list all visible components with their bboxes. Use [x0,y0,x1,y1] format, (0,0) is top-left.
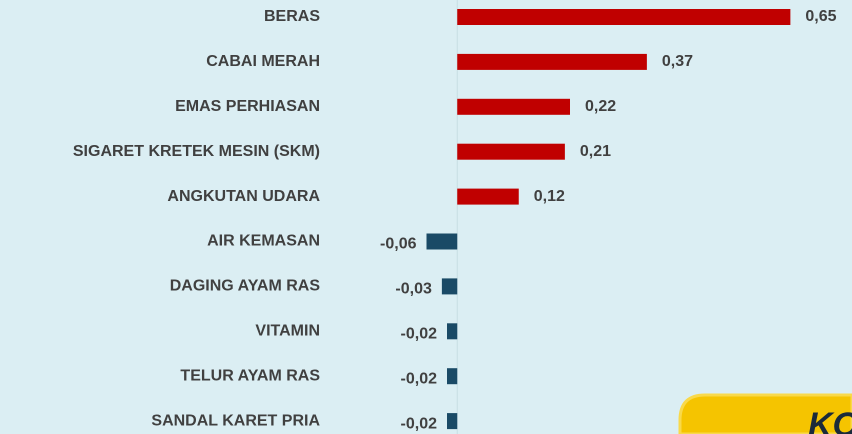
badge-text: KO [808,406,852,434]
value-label: 0,12 [534,188,565,205]
bar [447,368,458,385]
bar [447,323,458,340]
value-label: -0,02 [401,326,438,343]
category-label: ANGKUTAN UDARA [167,188,320,205]
category-label: EMAS PERHIASAN [175,98,320,115]
value-label: -0,06 [380,236,417,253]
bar [426,233,458,250]
badge [678,393,852,434]
category-label: SANDAL KARET PRIA [151,412,320,429]
bar [447,413,458,430]
category-label: AIR KEMASAN [207,233,320,250]
bar [441,278,458,295]
value-label: -0,02 [401,415,438,432]
value-label: -0,02 [401,370,438,387]
bar [457,9,791,25]
value-label: 0,65 [805,8,836,25]
value-label: 0,22 [585,98,616,115]
bar [457,188,519,205]
category-label: SIGARET KRETEK MESIN (SKM) [73,143,320,160]
category-label: TELUR AYAM RAS [180,367,320,384]
value-label: 0,37 [662,53,693,70]
value-label: 0,21 [580,143,611,160]
category-label: VITAMIN [255,323,320,340]
category-label: CABAI MERAH [206,53,320,70]
bar [457,143,565,160]
bar [457,53,647,70]
category-label: BERAS [264,8,320,25]
value-label: -0,03 [395,281,432,298]
category-label: DAGING AYAM RAS [170,278,321,295]
bar [457,98,570,115]
